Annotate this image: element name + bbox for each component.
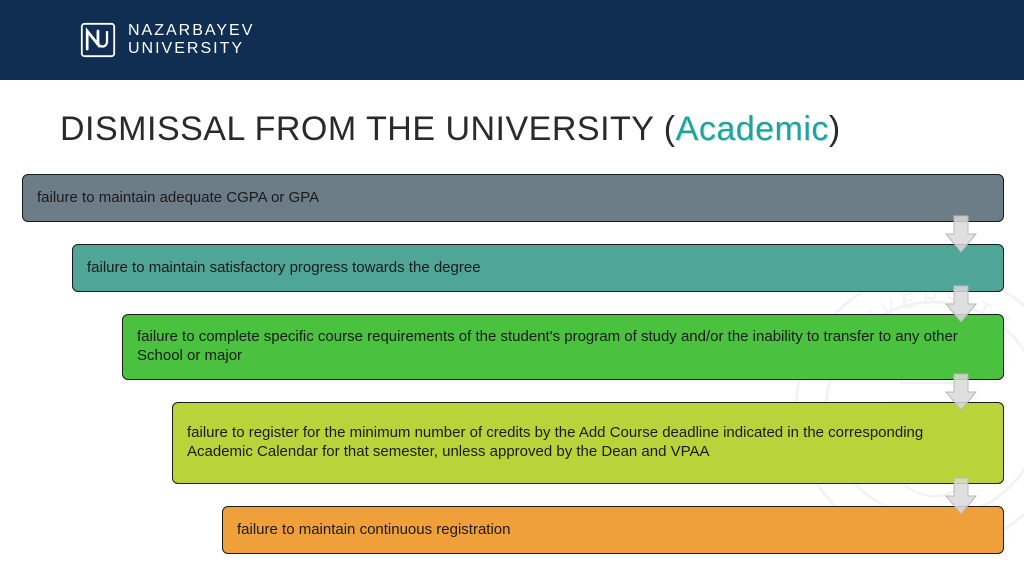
nu-logo-icon [80,22,116,58]
step-2: failure to maintain satisfactory progres… [72,244,1004,292]
step-text: failure to maintain continuous registrat… [237,521,511,540]
org-line2: UNIVERSITY [128,40,254,58]
title-prefix: DISMISSAL FROM THE UNIVERSITY ( [60,110,676,148]
step-text: failure to complete specific course requ… [137,328,989,366]
step-3: failure to complete specific course requ… [122,314,1004,380]
logo: NAZARBAYEV UNIVERSITY [80,22,254,59]
arrow-down-icon [944,284,978,324]
step-4: failure to register for the minimum numb… [172,402,1004,484]
arrow-down-icon [944,214,978,254]
logo-text: NAZARBAYEV UNIVERSITY [128,22,254,59]
slide-title: DISMISSAL FROM THE UNIVERSITY (Academic) [60,110,841,149]
org-line1: NAZARBAYEV [128,22,254,40]
step-1: failure to maintain adequate CGPA or GPA [22,174,1004,222]
step-text: failure to maintain adequate CGPA or GPA [37,189,319,208]
step-text: failure to maintain satisfactory progres… [87,259,481,278]
step-5: failure to maintain continuous registrat… [222,506,1004,554]
title-accent: Academic [676,110,829,148]
arrow-down-icon [944,372,978,412]
title-suffix: ) [829,110,841,148]
arrow-down-icon [944,476,978,516]
header-bar: NAZARBAYEV UNIVERSITY [0,0,1024,80]
step-text: failure to register for the minimum numb… [187,424,989,462]
